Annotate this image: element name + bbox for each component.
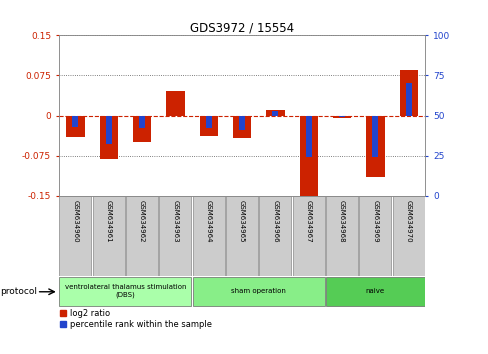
Bar	[359, 196, 390, 276]
Bar	[399, 70, 417, 115]
Bar	[126, 196, 158, 276]
Text: protocol: protocol	[0, 287, 37, 296]
Bar	[139, 115, 145, 129]
Bar	[325, 277, 424, 306]
Bar	[332, 115, 350, 118]
Text: ventrolateral thalamus stimulation
(DBS): ventrolateral thalamus stimulation (DBS)	[64, 284, 186, 298]
Bar	[93, 196, 124, 276]
Bar	[265, 110, 284, 115]
Text: GSM634965: GSM634965	[239, 200, 244, 242]
Bar	[338, 115, 345, 117]
Bar	[66, 115, 84, 137]
Text: sham operation: sham operation	[231, 288, 285, 294]
Text: GSM634961: GSM634961	[105, 200, 111, 242]
Bar	[372, 115, 378, 157]
Bar	[192, 196, 224, 276]
Text: GSM634960: GSM634960	[72, 200, 78, 242]
Title: GDS3972 / 15554: GDS3972 / 15554	[190, 21, 293, 34]
Bar	[72, 115, 78, 127]
Bar	[299, 115, 317, 198]
Text: naive: naive	[365, 288, 384, 294]
Bar	[133, 115, 151, 142]
Text: GSM634969: GSM634969	[372, 200, 378, 242]
Bar	[159, 196, 191, 276]
Bar	[225, 196, 258, 276]
Bar	[239, 115, 244, 130]
Text: GSM634968: GSM634968	[338, 200, 345, 242]
Bar	[405, 84, 411, 115]
Bar	[199, 115, 218, 136]
Bar	[292, 196, 324, 276]
Legend: log2 ratio, percentile rank within the sample: log2 ratio, percentile rank within the s…	[60, 309, 211, 329]
Text: GSM634967: GSM634967	[305, 200, 311, 242]
Bar	[59, 277, 191, 306]
Text: GSM634970: GSM634970	[405, 200, 411, 242]
Bar	[259, 196, 291, 276]
Bar	[272, 111, 278, 115]
Text: GSM634964: GSM634964	[205, 200, 211, 242]
Bar	[59, 196, 91, 276]
Bar	[192, 277, 324, 306]
Bar	[325, 196, 357, 276]
Bar	[232, 115, 251, 138]
Bar	[205, 115, 211, 129]
Bar	[392, 196, 424, 276]
Bar	[105, 115, 111, 144]
Text: GSM634962: GSM634962	[139, 200, 145, 242]
Bar	[100, 115, 118, 159]
Bar	[366, 115, 384, 177]
Bar	[305, 115, 311, 157]
Text: GSM634963: GSM634963	[172, 200, 178, 242]
Text: GSM634966: GSM634966	[272, 200, 278, 242]
Bar	[166, 91, 184, 115]
